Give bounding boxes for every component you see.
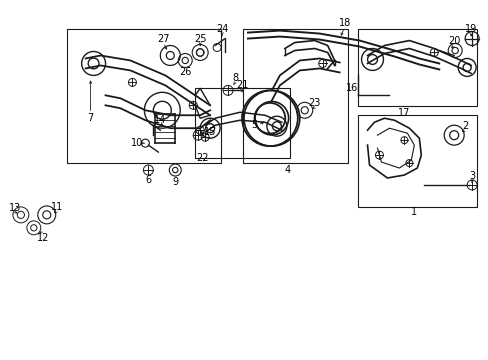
Text: 19: 19: [464, 24, 476, 33]
Text: 8: 8: [231, 73, 238, 84]
Bar: [195, 88, 289, 158]
Bar: [357, 28, 476, 106]
Text: 25: 25: [194, 33, 206, 44]
Text: 2: 2: [461, 121, 468, 131]
Text: 1: 1: [410, 207, 417, 217]
Text: 10: 10: [131, 138, 143, 148]
Text: 3: 3: [468, 171, 474, 181]
Text: 23: 23: [308, 98, 320, 108]
Text: 12: 12: [37, 233, 49, 243]
Text: 20: 20: [447, 36, 459, 46]
Text: 11: 11: [50, 202, 63, 212]
Text: 17: 17: [397, 108, 410, 118]
Text: 6: 6: [145, 175, 151, 185]
Text: 15: 15: [203, 127, 216, 137]
Text: 22: 22: [196, 153, 208, 163]
Bar: [243, 28, 347, 163]
Text: 13: 13: [9, 203, 21, 213]
Text: 7: 7: [87, 113, 94, 123]
Text: 16: 16: [345, 84, 357, 93]
Text: 27: 27: [157, 33, 169, 44]
Text: 26: 26: [179, 67, 191, 77]
Bar: [357, 115, 476, 207]
Text: 5: 5: [250, 120, 257, 130]
Bar: [66, 28, 221, 163]
Text: 21: 21: [235, 80, 248, 90]
Text: 18: 18: [338, 18, 350, 28]
Text: 4: 4: [284, 165, 290, 175]
Text: 9: 9: [172, 177, 178, 187]
Text: 14: 14: [154, 115, 166, 125]
Text: 24: 24: [216, 24, 228, 33]
